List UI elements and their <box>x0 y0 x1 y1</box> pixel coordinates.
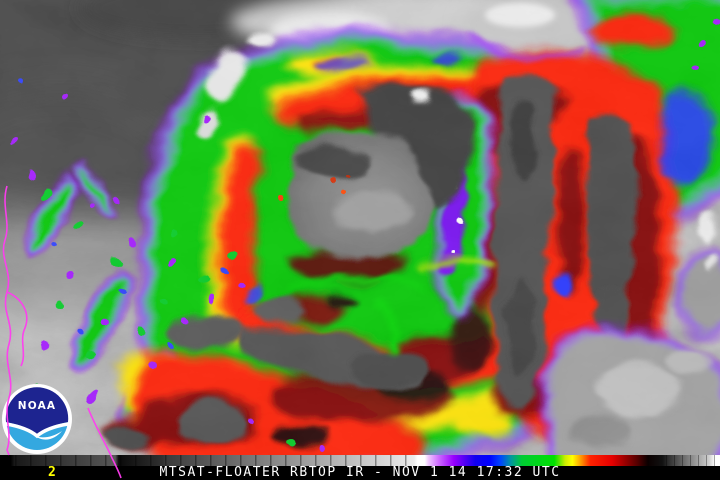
noaa-logo-sky <box>5 387 69 434</box>
noaa-logo: NOAA <box>2 384 72 454</box>
noaa-logo-text: NOAA <box>18 400 56 412</box>
caption-text: MTSAT-FLOATER RBTOP IR - NOV 1 14 17:32 … <box>159 465 561 480</box>
ir-colorbar <box>0 455 720 466</box>
caption-bar: 2 MTSAT-FLOATER RBTOP IR - NOV 1 14 17:3… <box>0 466 720 480</box>
grain-overlay <box>0 0 720 455</box>
map-id-label: 2 <box>48 465 56 480</box>
seagull-icon <box>4 422 70 440</box>
satellite-image: NOAA <box>0 0 720 455</box>
